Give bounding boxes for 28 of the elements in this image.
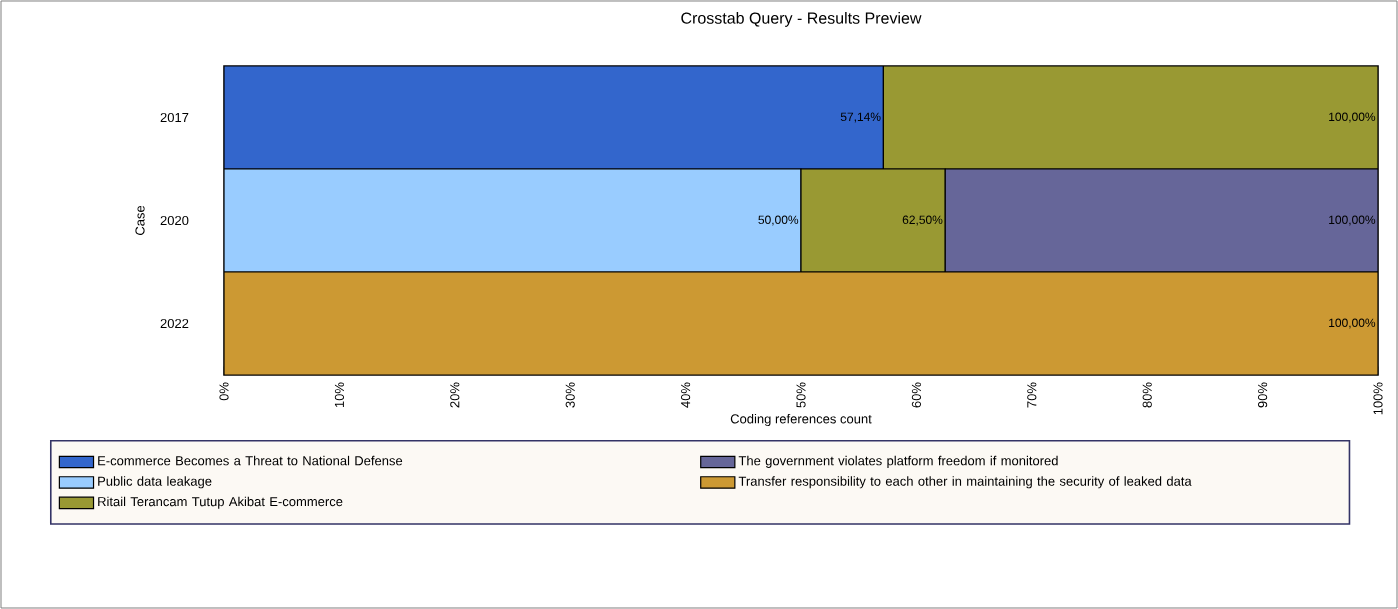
x-tick-label: 40% <box>681 382 691 408</box>
annotation: 100,00% <box>1329 318 1376 329</box>
x-tick-label: 80% <box>1142 382 1152 408</box>
annotation: 57,14% <box>840 112 881 123</box>
annotation: 62,50% <box>902 215 943 226</box>
legend-label: Ritail Terancam Tutup Akibat E-commerce <box>98 496 343 509</box>
annotation: 100,00% <box>1329 215 1376 226</box>
annotation: 100,00% <box>1329 112 1376 123</box>
y-axis-title: Case <box>135 205 145 236</box>
x-tick-label: 90% <box>1258 382 1268 408</box>
x-tick-label: 30% <box>565 382 575 408</box>
x-tick-label: 70% <box>1027 382 1037 408</box>
x-tick-label: 100% <box>1373 382 1383 415</box>
x-tick-label: 50% <box>796 382 806 408</box>
legend-label: Public data leakage <box>98 476 212 489</box>
legend-label: Transfer responsibility to each other in maintaining the security of leaked data <box>738 476 1192 489</box>
y-tick-label: 2020 <box>160 215 189 226</box>
x-tick-label: 10% <box>334 382 345 408</box>
x-axis-title: Coding references count <box>730 413 872 427</box>
chart-title: Crosstab Query - Results Preview <box>681 12 922 27</box>
legend-label: The government violates platform freedom if monitored <box>738 455 1058 468</box>
x-tick-label: 60% <box>911 382 921 408</box>
legend-label: E-commerce Becomes a Threat to National Defense <box>98 455 403 466</box>
annotation: 50,00% <box>758 215 799 226</box>
x-tick-label: 0% <box>219 382 229 401</box>
x-tick-label: 20% <box>450 382 460 408</box>
y-tick-label: 2017 <box>160 112 189 123</box>
y-tick-label: 2022 <box>160 318 189 329</box>
